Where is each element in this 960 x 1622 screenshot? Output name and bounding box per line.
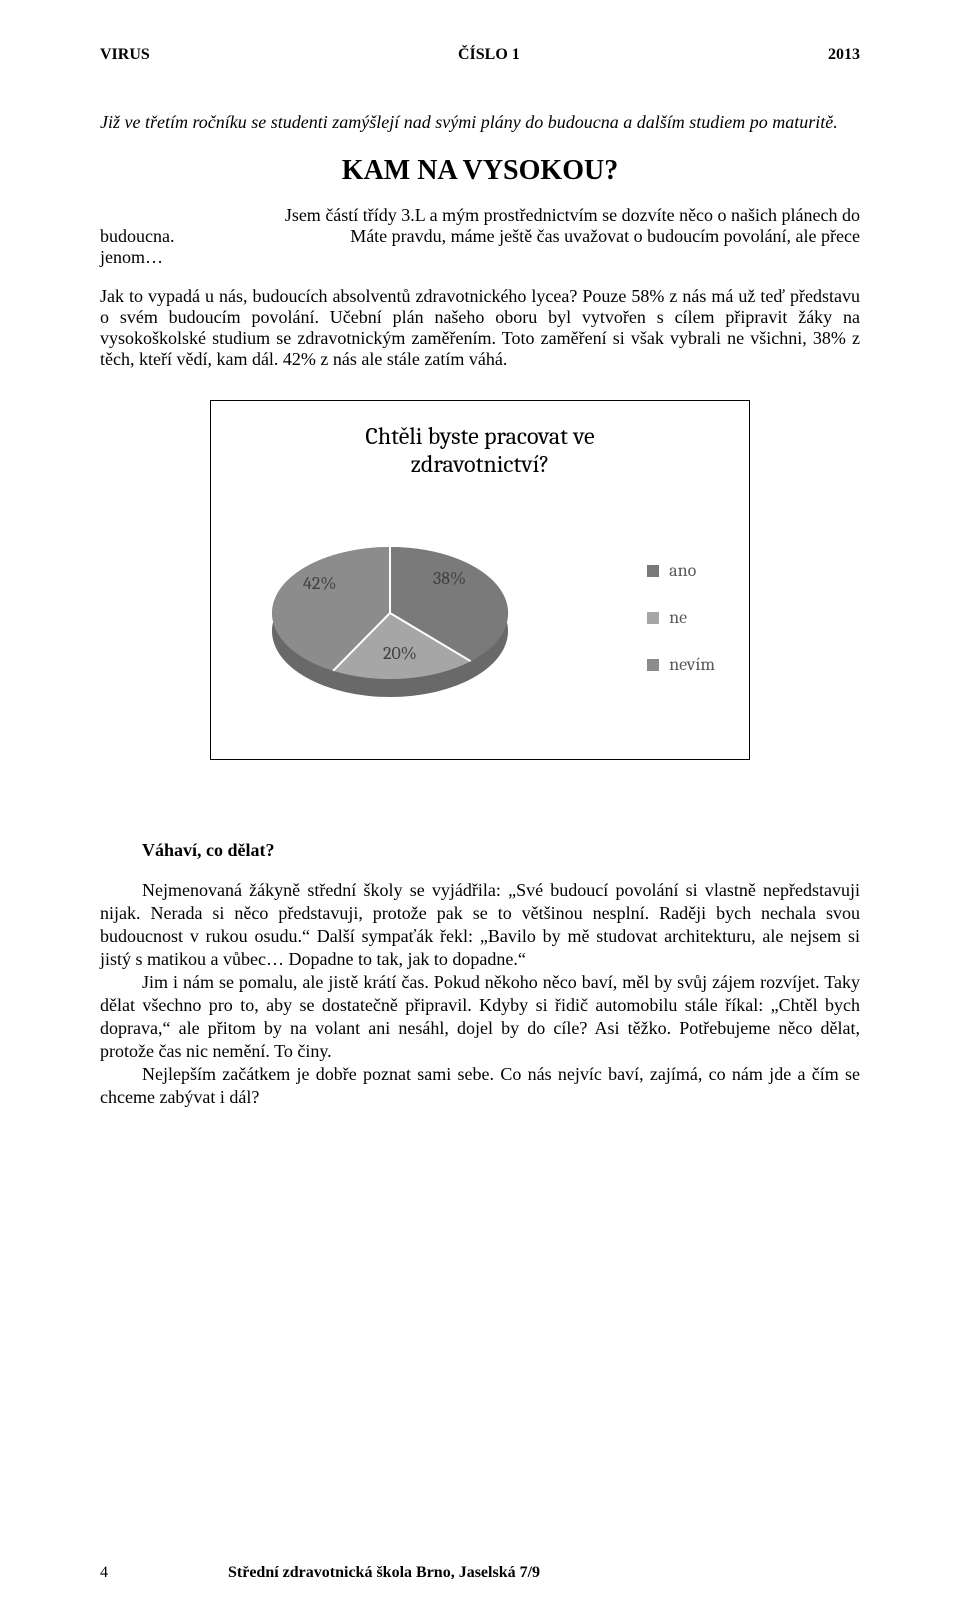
swatch-ano	[647, 565, 659, 577]
col-r1: Jsem částí třídy 3.L a mým prostřednictv…	[285, 205, 860, 226]
two-column-block: Jsem částí třídy 3.L a mým prostřednictv…	[100, 205, 860, 268]
body-section-2: Nejmenovaná žákyně střední školy se vyjá…	[100, 879, 860, 1109]
body-paragraph-1: Jak to vypadá u nás, budoucích absolvent…	[100, 286, 860, 370]
chart-legend: ano ne nevím	[647, 560, 715, 675]
header-center: ČÍSLO 1	[458, 46, 520, 64]
page-title: KAM NA VYSOKOU?	[100, 155, 860, 187]
chart-title: Chtěli byste pracovat ve zdravotnictví?	[231, 423, 729, 478]
header-right: 2013	[828, 46, 860, 64]
chart-title-line1: Chtěli byste pracovat ve	[365, 422, 594, 450]
legend-item-ne: ne	[647, 607, 715, 628]
section-heading: Váhaví, co dělat?	[142, 840, 860, 861]
legend-item-nevim: nevím	[647, 654, 715, 675]
body-paragraph-2: Nejmenovaná žákyně střední školy se vyjá…	[100, 879, 860, 971]
intro-paragraph: Již ve třetím ročníku se studenti zamýšl…	[100, 112, 860, 133]
legend-item-ano: ano	[647, 560, 715, 581]
body-paragraph-3: Jim i nám se pomalu, ale jistě krátí čas…	[100, 971, 860, 1063]
pie-chart: Chtěli byste pracovat ve zdravotnictví?	[210, 400, 750, 760]
swatch-nevim	[647, 659, 659, 671]
pct-ano: 38%	[433, 568, 466, 589]
legend-label-ano: ano	[669, 560, 696, 581]
footer-text: Střední zdravotnická škola Brno, Jaselsk…	[228, 1564, 540, 1582]
col-l3: jenom…	[100, 247, 163, 268]
legend-label-ne: ne	[669, 607, 687, 628]
swatch-ne	[647, 612, 659, 624]
page-footer: 4 Střední zdravotnická škola Brno, Jasel…	[100, 1564, 860, 1582]
col-r2: Máte pravdu, máme ještě čas uvažovat o b…	[350, 226, 860, 247]
body-paragraph-4: Nejlepším začátkem je dobře poznat sami …	[100, 1063, 860, 1109]
chart-title-line2: zdravotnictví?	[411, 450, 550, 478]
header-left: VIRUS	[100, 46, 150, 64]
page-header: VIRUS ČÍSLO 1 2013	[100, 46, 860, 64]
pct-ne: 20%	[383, 643, 417, 664]
col-l2: budoucna.	[100, 226, 174, 247]
legend-label-nevim: nevím	[669, 654, 715, 675]
pie-graphic: 38% 20% 42%	[235, 513, 545, 723]
pct-nevim: 42%	[303, 573, 336, 594]
footer-page-number: 4	[100, 1564, 108, 1582]
